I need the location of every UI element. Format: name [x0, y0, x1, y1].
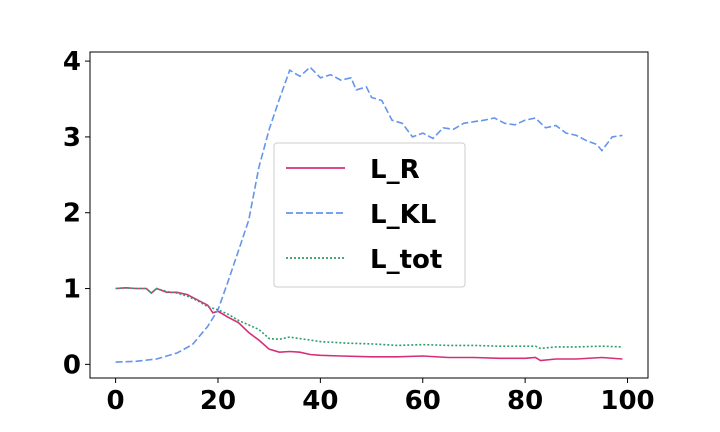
x-tick-label: 20	[200, 386, 236, 416]
y-tick-label: 3	[63, 123, 81, 153]
y-tick-label: 1	[63, 275, 81, 305]
legend-label: L_KL	[370, 200, 436, 230]
y-tick-label: 2	[63, 199, 81, 229]
ticks-layer: 0 20 40 60 80 100 0 1 2 3 4	[63, 47, 655, 416]
y-tick-label: 0	[63, 350, 81, 380]
y-tick-label: 4	[63, 47, 81, 77]
series-layer	[115, 66, 623, 363]
x-tick-label: 80	[507, 386, 543, 416]
legend-items: L_R L_KL L_tot	[286, 155, 442, 275]
series-line-l-r	[115, 286, 623, 362]
x-tick-label: 100	[600, 386, 654, 416]
x-tick-label: 0	[107, 386, 125, 416]
x-tick-label: 60	[405, 386, 441, 416]
legend: L_R L_KL L_tot	[273, 142, 466, 288]
plot-area-frame	[89, 51, 649, 379]
series-line-l-tot	[115, 286, 623, 350]
legend-box	[273, 142, 466, 288]
x-tick-label: 40	[302, 386, 338, 416]
legend-label: L_tot	[370, 245, 442, 275]
series-line-l-kl	[115, 66, 623, 363]
legend-label: L_R	[370, 155, 420, 185]
